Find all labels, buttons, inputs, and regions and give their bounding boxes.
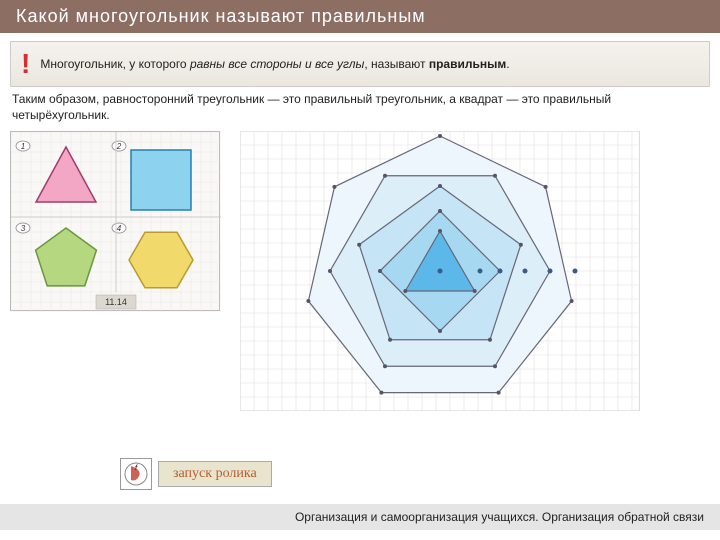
launch-row: f запуск ролика [120,458,272,490]
svg-text:3: 3 [21,224,26,233]
svg-text:11.14: 11.14 [105,297,127,307]
definition-text: Многоугольник, у которого равны все стор… [40,57,509,71]
launch-button[interactable]: запуск ролика [158,461,272,487]
footer-bar: Организация и самоорганизация учащихся. … [0,504,720,530]
page-title: Какой многоугольник называют правильным [0,0,720,33]
nested-polygons-panel [240,131,710,411]
exclamation-icon: ! [21,50,30,78]
svg-text:2: 2 [116,142,122,151]
svg-text:4: 4 [117,224,122,233]
shapes-panel: 1 2 3 4 11.14 [10,131,220,311]
flash-icon: f [120,458,152,490]
definition-box: ! Многоугольник, у которого равны все ст… [10,41,710,87]
svg-text:1: 1 [21,142,25,151]
sub-text: Таким образом, равносторонний треугольни… [12,91,708,123]
